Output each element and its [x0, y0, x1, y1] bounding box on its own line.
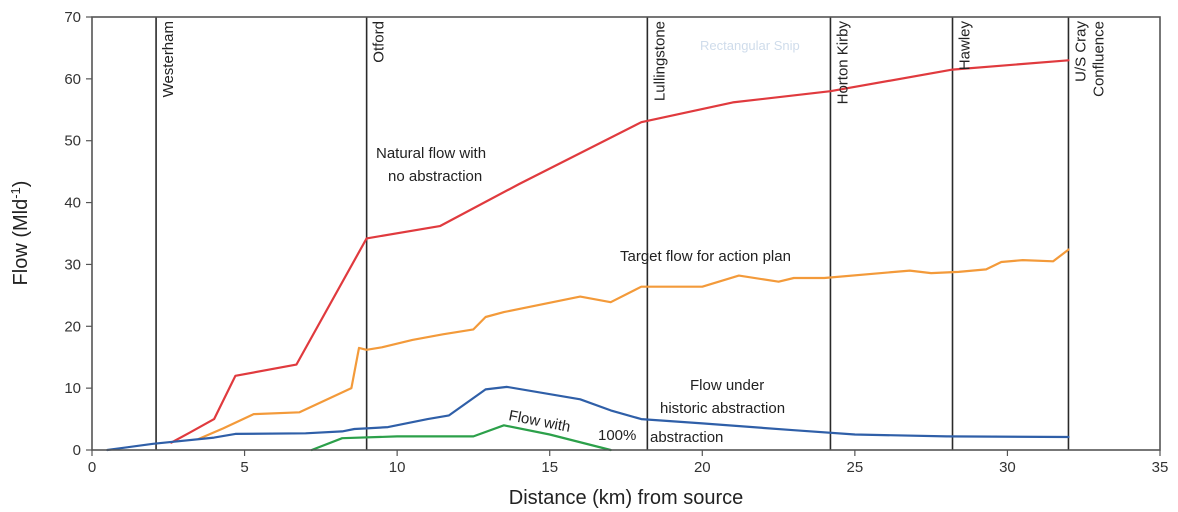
- y-axis-title-main: Flow (Mld: [10, 199, 32, 286]
- y-tick-label: 50: [64, 133, 81, 150]
- x-tick-label: 30: [999, 459, 1016, 476]
- location-label: Horton Kirby: [834, 21, 851, 105]
- y-axis-title-superscript: -1: [8, 187, 23, 199]
- y-axis-ticks: 0 10 20 30 40 50 60 70: [64, 9, 92, 459]
- x-tick-label: 15: [541, 459, 558, 476]
- x-tick-label: 20: [694, 459, 711, 476]
- x-tick-label: 35: [1152, 459, 1169, 476]
- annotation-natural-flow-line2: no abstraction: [388, 168, 482, 185]
- plot-frame: [91, 16, 1161, 451]
- y-tick-label: 30: [64, 256, 81, 273]
- x-tick-label: 5: [240, 459, 248, 476]
- x-tick-label: 25: [847, 459, 864, 476]
- y-tick-label: 60: [64, 71, 81, 88]
- location-label: Hawley: [957, 21, 974, 71]
- annotation-full-abstraction-part3: abstraction: [650, 429, 723, 446]
- y-tick-label: 0: [73, 442, 81, 459]
- location-label: Lullingstone: [651, 21, 668, 101]
- annotation-historic-line2: historic abstraction: [660, 400, 785, 417]
- y-tick-label: 20: [64, 318, 81, 335]
- x-tick-label: 0: [88, 459, 96, 476]
- location-label: Confluence: [1090, 21, 1107, 97]
- y-tick-label: 10: [64, 380, 81, 397]
- series-line: [170, 59, 1070, 444]
- location-label: Otford: [371, 21, 388, 63]
- location-labels: Westerham Otford Lullingstone Horton Kirby H…: [160, 21, 1107, 105]
- x-axis-ticks: 0 5 10 15 20 25 30 35: [88, 450, 1169, 476]
- location-label: Westerham: [160, 21, 177, 97]
- location-lines: [155, 17, 1070, 450]
- y-axis-title-close: ): [10, 181, 32, 188]
- location-label: U/S Cray: [1072, 21, 1089, 82]
- x-tick-label: 10: [389, 459, 406, 476]
- annotation-natural-flow-line1: Natural flow with: [376, 145, 486, 162]
- y-axis-title: Flow (Mld-1): [8, 181, 32, 286]
- y-tick-label: 40: [64, 195, 81, 212]
- series-line: [310, 424, 612, 452]
- x-axis-title: Distance (km) from source: [509, 487, 744, 509]
- series-line: [197, 248, 1070, 440]
- y-tick-label: 70: [64, 9, 81, 26]
- series-layer: [106, 59, 1070, 452]
- annotation-historic-line1: Flow under: [690, 377, 764, 394]
- annotation-target-flow: Target flow for action plan: [620, 248, 791, 265]
- series-line: [106, 385, 1070, 452]
- watermark-text: Rectangular Snip: [700, 38, 800, 53]
- annotation-full-abstraction-part2: 100%: [598, 427, 636, 444]
